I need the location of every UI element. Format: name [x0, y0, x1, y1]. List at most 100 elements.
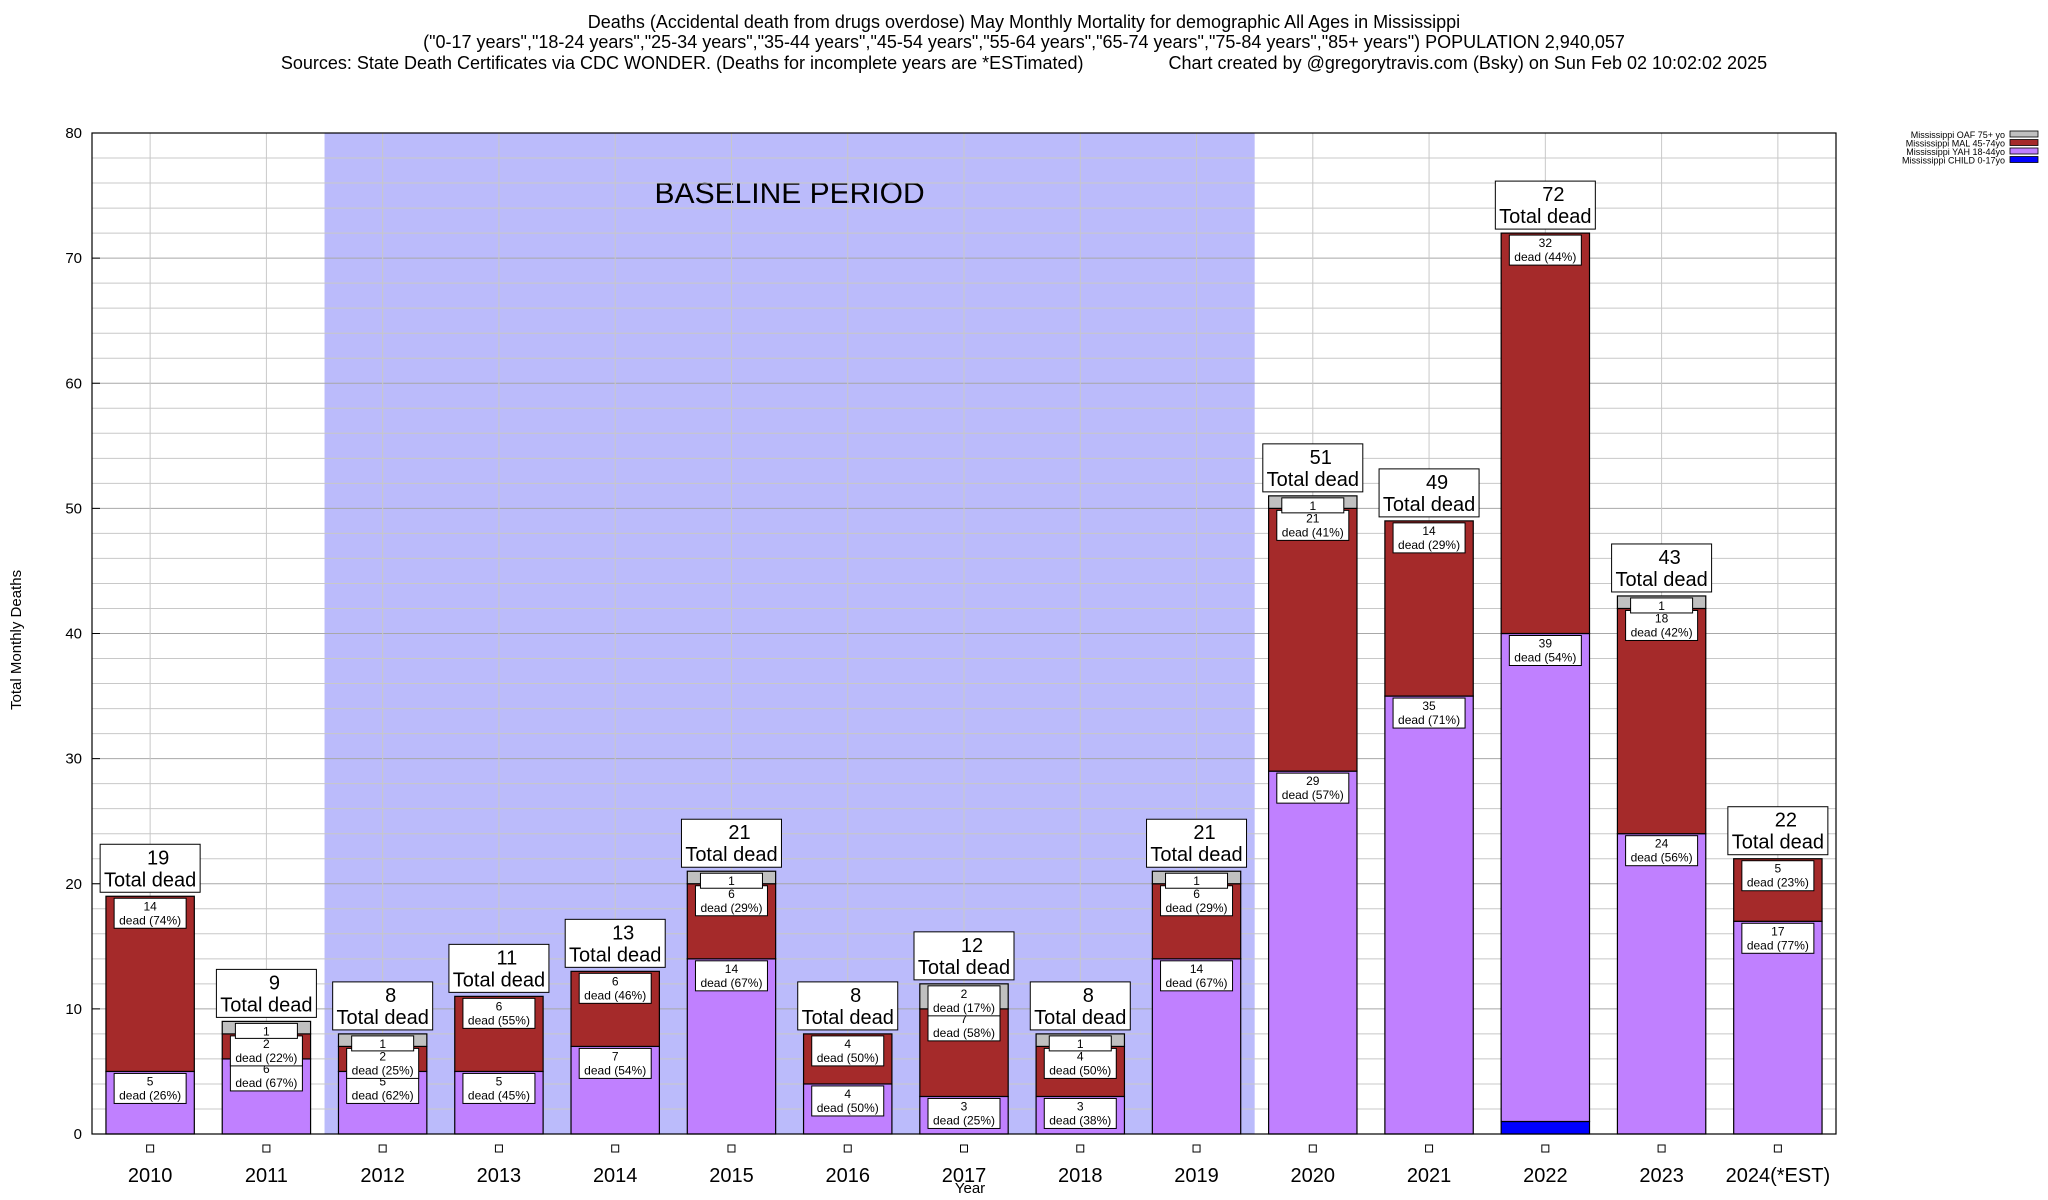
segment-value-label: 2: [263, 1037, 270, 1051]
total-value-label: 8: [850, 985, 861, 1007]
segment-value-label: 17: [1771, 924, 1785, 938]
segment-value-label: 1: [1193, 874, 1200, 888]
x-tick-marker: [378, 1144, 387, 1153]
chart-title-line-2: ("0-17 years","18-24 years","25-34 years…: [423, 32, 1625, 52]
segment-label-box: [1043, 1097, 1117, 1129]
segment-percent-label: dead (57%): [1282, 788, 1344, 802]
segment-value-label: 3: [1077, 1099, 1084, 1113]
x-tick-label: 2023: [1639, 1165, 1684, 1187]
total-label-box: [99, 843, 201, 893]
segment-label-box: [1508, 234, 1582, 266]
segment-label-box: [1741, 922, 1815, 954]
segment-label-box: [1281, 497, 1345, 514]
total-value-label: 49: [1426, 472, 1448, 494]
segment-label-box: [1508, 635, 1582, 666]
total-value-label: 51: [1310, 447, 1332, 469]
segment-value-label: 5: [1775, 862, 1782, 876]
y-tick-label: 20: [65, 876, 82, 893]
segment-value-label: 5: [147, 1074, 154, 1088]
total-dead-label: Total dead: [1615, 569, 1707, 591]
x-tick-marker: [1773, 1144, 1782, 1153]
bar-segment-child: [1500, 1120, 1591, 1135]
segment-value-label: 14: [1422, 524, 1436, 538]
x-tick-marker: [146, 1144, 155, 1153]
x-tick-marker: [1192, 1144, 1201, 1153]
total-dead-label: Total dead: [1267, 469, 1359, 491]
segment-label-box: [1160, 885, 1234, 917]
segment-percent-label: dead (41%): [1282, 525, 1344, 539]
legend-label: Mississippi YAH 18-44yo: [1906, 147, 2005, 157]
x-tick-label: 2024(*EST): [1726, 1165, 1831, 1187]
x-tick-label: 2021: [1407, 1165, 1452, 1187]
segment-percent-label: dead (29%): [700, 901, 762, 915]
y-tick-label: 80: [65, 125, 82, 142]
segment-value-label: 6: [1193, 887, 1200, 901]
segment-value-label: 5: [496, 1074, 503, 1088]
segment-value-label: 1: [728, 874, 735, 888]
segment-value-label: 1: [379, 1037, 386, 1051]
x-tick-label: 2018: [1058, 1165, 1103, 1187]
segment-label-box: [927, 985, 1001, 1017]
segment-percent-label: dead (25%): [933, 1113, 995, 1127]
segment-percent-label: dead (44%): [1514, 250, 1576, 264]
total-label-box: [1262, 443, 1364, 493]
segment-percent-label: dead (50%): [1049, 1063, 1111, 1077]
segment-percent-label: dead (54%): [584, 1063, 646, 1077]
chart-title-line-3: Sources: State Death Certificates via CD…: [280, 53, 1768, 73]
segment-value-label: 14: [143, 899, 157, 913]
bar-segment-yah: [1733, 920, 1823, 1135]
segment-label-box: [811, 1085, 885, 1117]
x-tick-label: 2013: [477, 1165, 522, 1187]
x-tick-marker: [611, 1144, 620, 1153]
x-tick-marker: [1541, 1144, 1550, 1153]
total-value-label: 72: [1542, 184, 1564, 206]
segment-percent-label: dead (46%): [584, 988, 646, 1002]
segment-percent-label: dead (54%): [1514, 651, 1576, 665]
x-tick-marker: [960, 1144, 968, 1153]
total-value-label: 13: [612, 922, 634, 944]
segment-label-box: [1160, 960, 1234, 992]
segment-percent-label: dead (50%): [817, 1051, 879, 1065]
segment-label-box: [1392, 522, 1466, 554]
y-axis-label: Total Monthly Deaths: [8, 569, 25, 710]
y-tick-label: 70: [65, 250, 82, 267]
segment-percent-label: dead (56%): [1631, 851, 1693, 865]
segment-percent-label: dead (77%): [1747, 938, 1809, 952]
x-tick-marker: [262, 1144, 271, 1153]
segment-label-box: [1625, 835, 1699, 867]
segment-percent-label: dead (58%): [933, 1026, 995, 1040]
segment-label-box: [1276, 772, 1350, 804]
segment-value-label: 1: [263, 1024, 270, 1038]
y-tick-label: 0: [74, 1126, 82, 1143]
total-dead-label: Total dead: [1732, 832, 1824, 854]
segment-value-label: 18: [1655, 611, 1669, 625]
total-dead-label: Total dead: [1383, 494, 1475, 516]
total-dead-label: Total dead: [337, 1007, 429, 1029]
bar-segment-yah: [1384, 695, 1474, 1135]
segment-label-box: [234, 1022, 298, 1039]
x-tick-marker: [843, 1144, 852, 1153]
segment-label-box: [113, 1072, 187, 1104]
legend-label: Mississippi MAL 45-74yo: [1906, 139, 2005, 149]
segment-label-box: [694, 885, 768, 917]
y-tick-label: 10: [65, 1001, 82, 1018]
bar-segment-yah: [1500, 632, 1591, 1123]
segment-value-label: 2: [961, 987, 968, 1001]
segment-label-box: [1048, 1035, 1112, 1052]
segment-value-label: 29: [1306, 774, 1320, 788]
segment-label-box: [351, 1035, 415, 1052]
segment-value-label: 35: [1422, 699, 1436, 713]
x-tick-label: 2014: [593, 1165, 638, 1187]
total-label-box: [913, 931, 1015, 981]
x-tick-marker: [1308, 1144, 1317, 1153]
segment-percent-label: dead (26%): [119, 1088, 181, 1102]
segment-label-box: [346, 1047, 420, 1079]
total-label-box: [332, 981, 434, 1031]
segment-percent-label: dead (67%): [235, 1076, 297, 1090]
segment-label-box: [113, 897, 187, 929]
x-axis-label: Year: [954, 1180, 986, 1197]
segment-label-box: [462, 1072, 536, 1104]
bar-segment-yah: [1616, 833, 1707, 1135]
segment-value-label: 7: [612, 1049, 619, 1063]
